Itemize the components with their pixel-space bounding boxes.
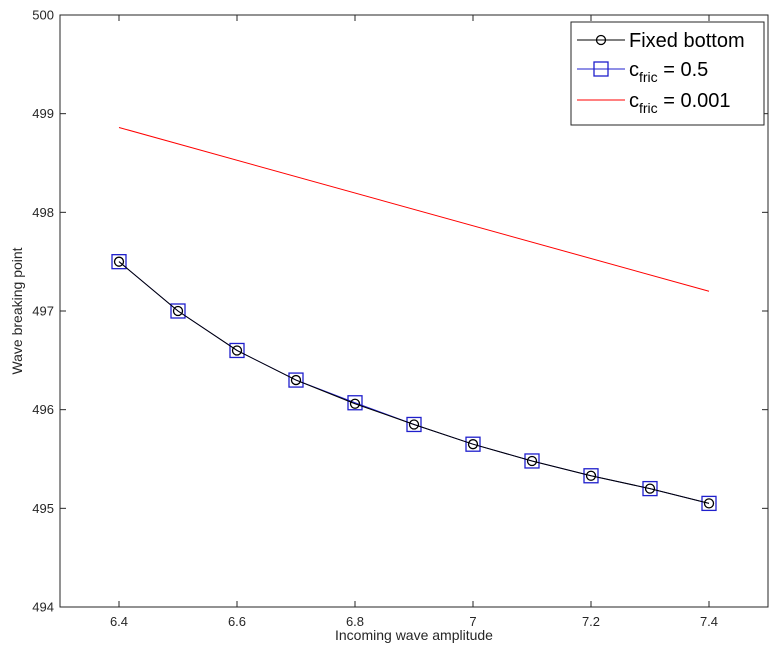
x-tick-label: 7.4 xyxy=(700,614,718,629)
data-point-square xyxy=(406,416,422,433)
x-axis-label: Incoming wave amplitude xyxy=(335,627,493,643)
data-point-square xyxy=(347,395,363,411)
y-tick-label: 496 xyxy=(32,402,54,417)
data-point-circle xyxy=(231,345,243,356)
data-point-square xyxy=(465,436,481,452)
y-tick-label: 499 xyxy=(32,106,54,121)
series-line xyxy=(118,126,710,292)
data-point-square xyxy=(583,468,599,484)
x-tick-label: 7 xyxy=(469,614,476,629)
data-point-square xyxy=(642,480,658,497)
data-point-circle xyxy=(349,398,361,409)
legend-label: Fixed bottom xyxy=(629,30,745,52)
data-point-square xyxy=(524,453,540,469)
data-point-circle xyxy=(408,419,420,430)
data-point-circle xyxy=(644,483,656,494)
y-tick-label: 495 xyxy=(32,501,54,516)
y-tick-label: 497 xyxy=(32,304,54,319)
data-point-circle xyxy=(526,455,538,467)
x-tick-label: 6.8 xyxy=(346,614,364,629)
x-tick-label: 7.2 xyxy=(582,614,600,629)
y-tick-label: 498 xyxy=(32,205,54,220)
data-point-circle xyxy=(703,498,715,509)
data-point-square xyxy=(170,303,186,319)
series-line xyxy=(118,261,710,504)
legend-label-main: Fixed bottom xyxy=(629,30,745,52)
legend-swatch-circle xyxy=(595,34,607,46)
legend-label-rest: = 0.5 xyxy=(658,59,709,81)
axis-ticks: 6.4 6.6 6.8 7 7.2 7.4 494 495 496 497 498 499 500 xyxy=(32,8,768,629)
legend-label-rest: = 0.001 xyxy=(658,90,731,112)
data-point-square xyxy=(701,495,717,512)
legend-label-main: c xyxy=(629,59,639,81)
legend-swatch-square xyxy=(593,61,609,77)
data-point-square xyxy=(111,254,127,270)
y-tick-label: 500 xyxy=(32,8,54,23)
legend-label-subscript: fric xyxy=(639,100,658,116)
legend-label-main: c xyxy=(629,90,639,112)
data-point-square xyxy=(229,342,245,359)
legend-label-subscript: fric xyxy=(639,69,658,85)
data-point-circle xyxy=(585,470,597,481)
x-tick-label: 6.4 xyxy=(110,614,128,629)
series-layer xyxy=(111,126,717,512)
legend-label: cfric = 0.5 xyxy=(629,59,708,85)
legend-label: cfric = 0.001 xyxy=(629,90,731,116)
y-axis-label: Wave breaking point xyxy=(9,247,25,374)
y-tick-label: 494 xyxy=(32,600,54,615)
data-point-circle xyxy=(290,374,302,386)
data-point-circle xyxy=(113,256,125,267)
x-tick-label: 6.6 xyxy=(228,614,246,629)
legend-box xyxy=(570,21,765,126)
data-point-circle xyxy=(172,305,184,317)
data-point-square xyxy=(288,372,304,388)
data-point-circle xyxy=(467,439,479,450)
